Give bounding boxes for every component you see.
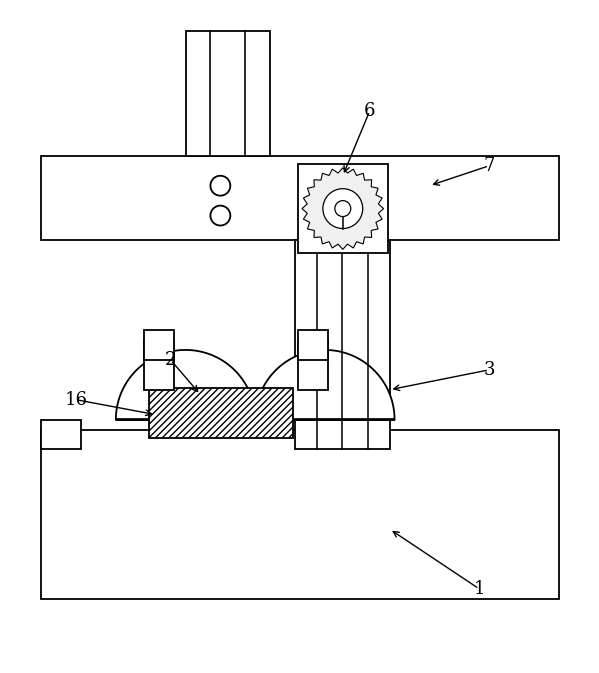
Bar bbox=[298, 340, 328, 390]
Bar bbox=[41, 419, 81, 450]
Text: 3: 3 bbox=[483, 361, 495, 379]
Text: 1: 1 bbox=[473, 580, 485, 598]
Text: 7: 7 bbox=[483, 157, 495, 175]
Text: 6: 6 bbox=[364, 102, 376, 120]
Bar bbox=[144, 340, 174, 390]
Circle shape bbox=[210, 176, 231, 196]
Circle shape bbox=[210, 206, 231, 225]
Bar bbox=[41, 429, 559, 599]
Bar bbox=[186, 32, 270, 156]
Polygon shape bbox=[116, 350, 255, 419]
Text: 2: 2 bbox=[165, 351, 176, 369]
Bar bbox=[144, 330, 174, 360]
Circle shape bbox=[323, 188, 363, 229]
Polygon shape bbox=[302, 168, 383, 250]
Circle shape bbox=[335, 201, 351, 217]
Bar bbox=[41, 156, 559, 240]
Bar bbox=[298, 164, 388, 254]
Bar bbox=[295, 240, 389, 450]
Bar bbox=[298, 330, 328, 360]
Polygon shape bbox=[255, 350, 395, 419]
Bar bbox=[149, 388, 293, 437]
Text: 16: 16 bbox=[65, 391, 87, 409]
